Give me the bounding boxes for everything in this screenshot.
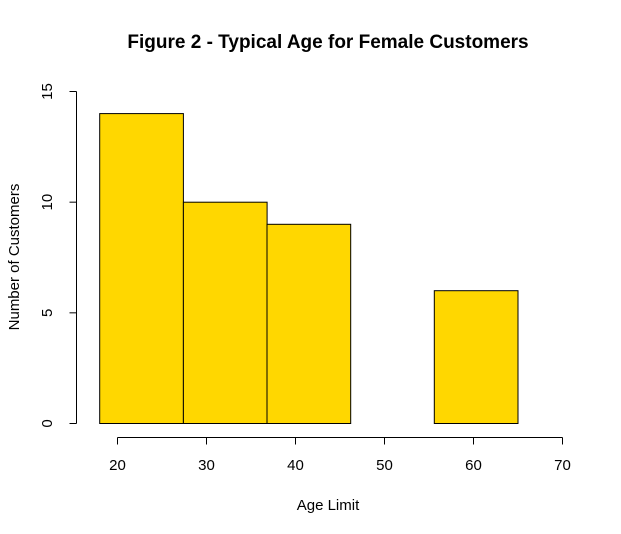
x-tick-label-50: 50: [376, 457, 393, 474]
histogram-bar-2: [182, 201, 268, 424]
histogram-bar-1: [99, 113, 184, 424]
histogram-bar-3: [266, 223, 352, 424]
histogram-bar-5: [433, 290, 519, 425]
y-tick-label-0: 0: [39, 419, 56, 427]
y-tick-label-10: 10: [39, 194, 56, 211]
x-tick-label-60: 60: [465, 457, 482, 474]
x-axis: 20 30 40 50 60 70: [109, 437, 571, 474]
chart-title: Figure 2 - Typical Age for Female Custom…: [127, 32, 528, 53]
x-axis-label: Age Limit: [297, 497, 360, 514]
x-tick-label-40: 40: [287, 457, 304, 474]
y-tick-label-15: 15: [39, 83, 56, 100]
y-tick-label-5: 5: [39, 309, 56, 317]
y-axis-label: Number of Customers: [6, 184, 23, 331]
x-tick-label-70: 70: [554, 457, 571, 474]
bars-group: [99, 113, 519, 425]
x-tick-label-20: 20: [109, 457, 126, 474]
x-tick-label-30: 30: [198, 457, 215, 474]
y-axis: 0 5 10 15: [39, 83, 77, 428]
